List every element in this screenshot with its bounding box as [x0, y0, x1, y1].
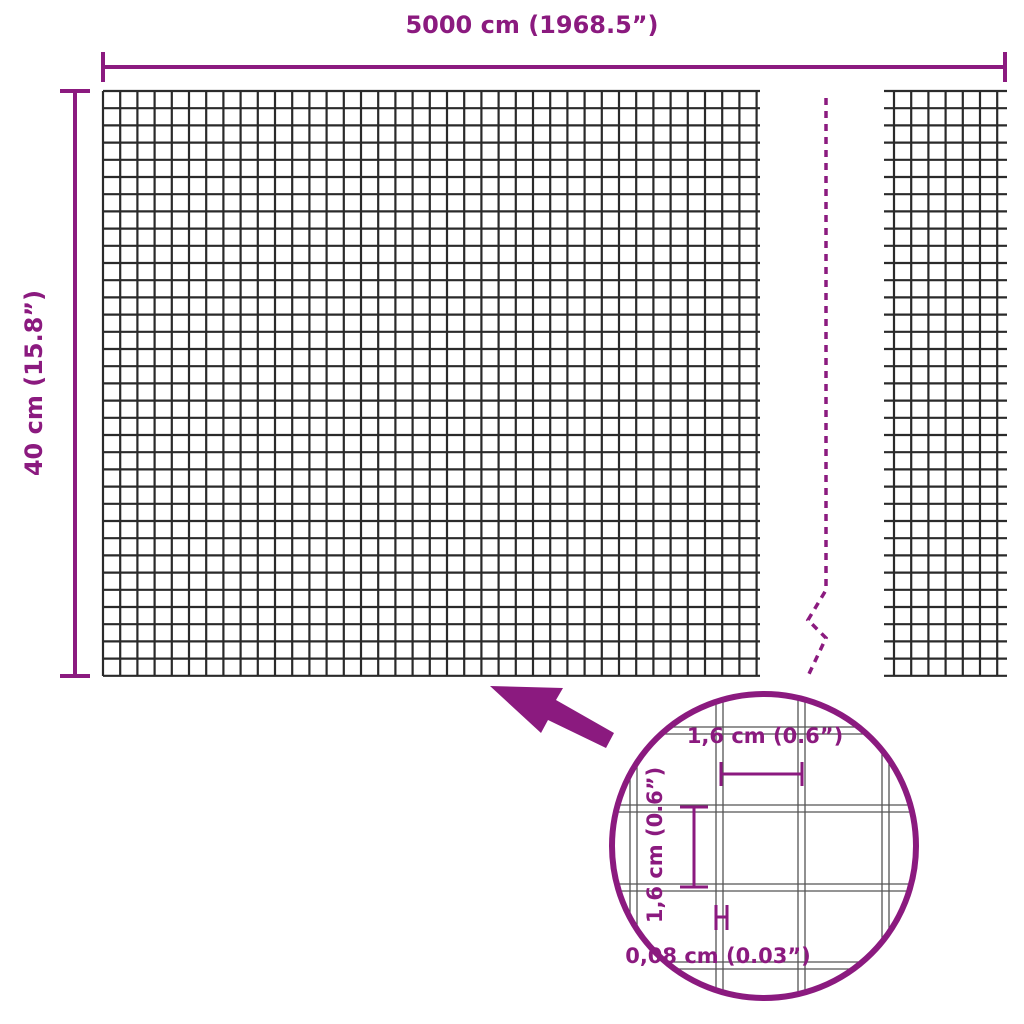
detail-circle [609, 691, 919, 1001]
mesh-grid-end [884, 89, 1007, 677]
height-dimension-line [60, 89, 90, 678]
mesh-width-label: 1,6 cm (0.6”) [687, 724, 843, 748]
height-label: 40 cm (15.8”) [20, 290, 48, 476]
break-line [805, 98, 829, 677]
wire-thickness-label: 0,08 cm (0.03”) [625, 944, 811, 968]
mesh-grid-main [101, 89, 760, 677]
mesh-height-label: 1,6 cm (0.6”) [643, 767, 667, 923]
length-dimension-line [101, 52, 1007, 82]
detail-dimension-lines [680, 762, 804, 930]
length-label: 5000 cm (1968.5”) [405, 11, 658, 39]
zoom-arrow-icon [490, 686, 614, 748]
